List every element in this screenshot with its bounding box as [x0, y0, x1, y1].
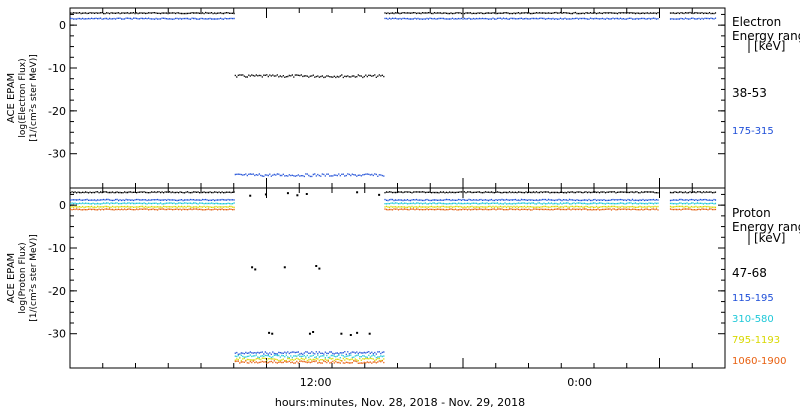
y-axis-label-line: log(Proton Flux): [18, 242, 28, 313]
y-tick-label: -20: [48, 285, 66, 298]
series-segment: [234, 173, 385, 178]
legend-title-line: [keV]: [754, 231, 785, 245]
data-point: [271, 332, 274, 335]
y-axis-label-line: ACE EPAM: [6, 253, 17, 303]
data-point: [356, 191, 359, 194]
panel-proton: 0 -10 -20 -30 ACE EPAM log(Proton Flux) [1/(cm…: [6, 188, 800, 368]
data-point: [305, 193, 308, 195]
series-segment: [70, 202, 235, 205]
series-segment: [234, 351, 385, 355]
data-point: [251, 266, 254, 269]
data-point: [315, 265, 318, 267]
series-segment: [669, 208, 717, 211]
y-tick-label: -30: [48, 328, 66, 341]
series-segment: [669, 198, 717, 202]
legend-title-line: Proton: [732, 206, 771, 220]
y-axis-label-line: [1/(cm²s ster MeV)]: [29, 54, 39, 141]
legend-entry: 115-195: [732, 293, 774, 304]
data-point: [340, 332, 343, 335]
data-point: [356, 331, 359, 334]
panel-electron: 0 -10 -20 -30 ACE EPAM log(Electron Flux) [1/(…: [6, 8, 800, 188]
series-segment: [669, 205, 717, 208]
series-segment: [669, 11, 717, 15]
series-310-580: [70, 202, 717, 359]
y-tick-label: 0: [59, 19, 66, 32]
data-point: [249, 194, 252, 197]
x-tick-label: 12:00: [300, 376, 332, 389]
legend-title-line: Electron: [732, 15, 781, 29]
series-795-1193: [70, 205, 717, 362]
series-47-68: [70, 191, 717, 336]
y-tick-label: -10: [48, 242, 66, 255]
series-segment: [384, 202, 659, 205]
data-point: [368, 332, 371, 335]
series-175-315: [70, 17, 717, 178]
series-segment: [384, 198, 659, 202]
y-axis-label-line: ACE EPAM: [6, 73, 17, 123]
data-point: [349, 334, 352, 336]
series-segment: [384, 208, 659, 211]
y-axis-label-line: [1/(cm²s ster MeV)]: [29, 234, 39, 321]
series-segment: [384, 11, 659, 15]
y-axis-label-line: log(Electron Flux): [18, 58, 28, 137]
data-point: [268, 331, 271, 334]
series-segment: [70, 191, 235, 194]
series-segment: [384, 17, 659, 20]
data-point: [283, 266, 286, 269]
data-point: [254, 268, 257, 271]
series-segment: [669, 191, 717, 194]
legend-entry: 38-53: [732, 86, 767, 100]
series-segment: [70, 11, 235, 15]
x-axis-label: hours:minutes, Nov. 28, 2018 - Nov. 29, …: [275, 396, 525, 409]
data-point: [308, 332, 311, 335]
data-point: [286, 192, 289, 195]
series-segment: [384, 205, 659, 208]
series-segment: [384, 191, 659, 194]
series-segment: [234, 354, 385, 359]
series-1060-1900: [70, 208, 717, 364]
data-point: [296, 194, 299, 197]
legend-entry: 175-315: [732, 126, 774, 137]
series-segment: [234, 357, 385, 362]
series-segment: [669, 202, 717, 205]
data-point: [318, 267, 321, 270]
legend-entry: 1060-1900: [732, 356, 787, 367]
series-38-53: [70, 11, 717, 79]
series-segment: [70, 205, 235, 209]
series-segment: [669, 17, 717, 20]
legend-entry: 310-580: [732, 314, 774, 325]
y-tick-label: 0: [59, 199, 66, 212]
x-tick-label: 0:00: [567, 376, 592, 389]
series-segment: [234, 74, 385, 79]
series-segment: [70, 17, 235, 20]
legend-entry: 47-68: [732, 266, 767, 280]
data-point: [378, 193, 381, 196]
series-segment: [70, 198, 235, 202]
y-tick-label: -10: [48, 62, 66, 75]
data-point: [312, 331, 315, 333]
series-115-195: [70, 198, 717, 355]
y-tick-label: -30: [48, 148, 66, 161]
data-point: [264, 193, 267, 196]
series-segment: [70, 208, 235, 211]
legend-entry: 795-1193: [732, 335, 780, 346]
y-tick-label: -20: [48, 105, 66, 118]
legend-title-line: [keV]: [754, 39, 785, 53]
series-segment: [234, 360, 385, 364]
